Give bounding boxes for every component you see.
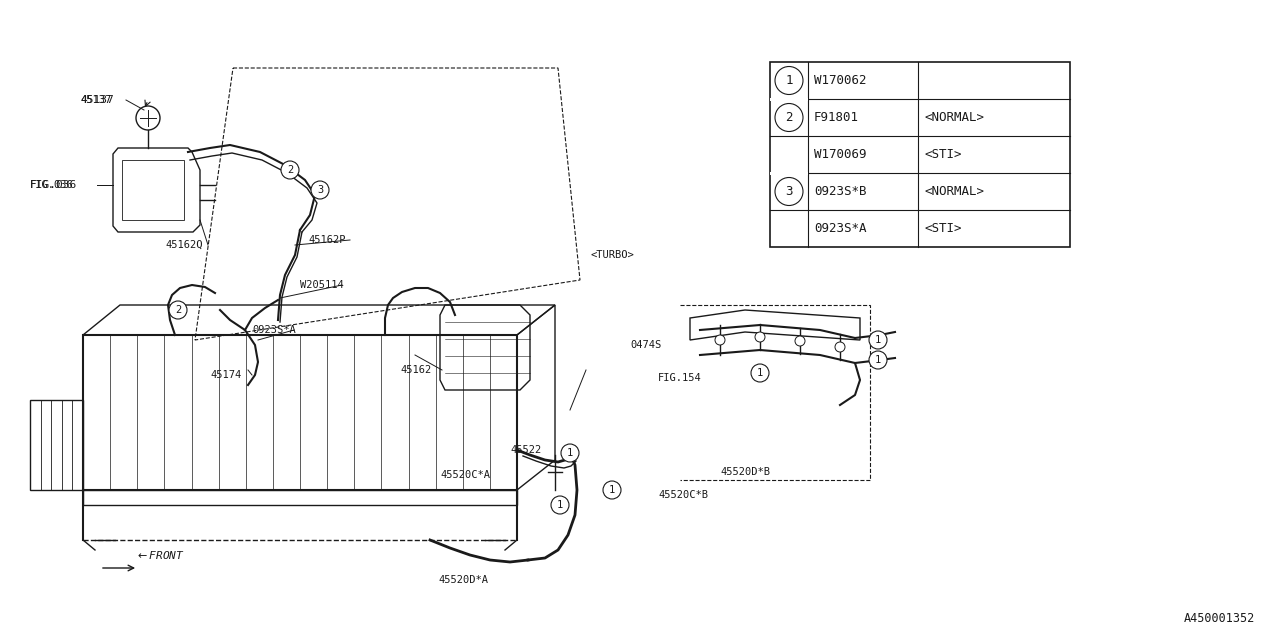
Bar — [771, 98, 808, 101]
Text: <NORMAL>: <NORMAL> — [924, 185, 984, 198]
Text: 0923S*A: 0923S*A — [252, 325, 296, 335]
Text: 3: 3 — [317, 185, 323, 195]
Circle shape — [774, 177, 803, 205]
Circle shape — [311, 181, 329, 199]
Circle shape — [869, 331, 887, 349]
Text: <STI>: <STI> — [924, 222, 961, 235]
Bar — [771, 172, 808, 175]
Circle shape — [282, 161, 300, 179]
Text: 45174: 45174 — [210, 370, 241, 380]
Text: FIG.036: FIG.036 — [29, 180, 74, 190]
Text: 45162P: 45162P — [308, 235, 346, 245]
Text: FIG.036: FIG.036 — [29, 180, 77, 190]
Circle shape — [774, 104, 803, 131]
Text: 45162: 45162 — [401, 365, 431, 375]
Text: 1: 1 — [609, 485, 616, 495]
Text: 45137: 45137 — [81, 95, 111, 105]
Text: 45137: 45137 — [81, 95, 114, 105]
Text: 2: 2 — [175, 305, 182, 315]
Circle shape — [795, 336, 805, 346]
Text: 45522: 45522 — [509, 445, 541, 455]
Text: 1: 1 — [557, 500, 563, 510]
Bar — [771, 62, 1070, 247]
Text: 1: 1 — [756, 368, 763, 378]
Text: 1: 1 — [567, 448, 573, 458]
Text: W170069: W170069 — [814, 148, 867, 161]
Text: 1: 1 — [874, 335, 881, 345]
Text: 45520C*B: 45520C*B — [658, 490, 708, 500]
Circle shape — [774, 67, 803, 95]
Text: <NORMAL>: <NORMAL> — [924, 111, 984, 124]
Text: 45520D*B: 45520D*B — [721, 467, 771, 477]
Circle shape — [869, 351, 887, 369]
Circle shape — [603, 481, 621, 499]
Text: 45162Q: 45162Q — [165, 240, 202, 250]
Text: 0923S*A: 0923S*A — [814, 222, 867, 235]
Text: 3: 3 — [785, 185, 792, 198]
Text: 1: 1 — [874, 355, 881, 365]
Circle shape — [550, 496, 570, 514]
Circle shape — [561, 444, 579, 462]
Text: W205114: W205114 — [300, 280, 344, 290]
Text: $\leftarrow$FRONT: $\leftarrow$FRONT — [136, 549, 184, 561]
Text: F91801: F91801 — [814, 111, 859, 124]
Text: 2: 2 — [785, 111, 792, 124]
Text: A450001352: A450001352 — [1184, 612, 1254, 625]
Text: <STI>: <STI> — [924, 148, 961, 161]
Text: 0923S*B: 0923S*B — [814, 185, 867, 198]
Circle shape — [835, 342, 845, 352]
Circle shape — [755, 332, 765, 342]
Circle shape — [716, 335, 724, 345]
Circle shape — [169, 301, 187, 319]
Text: 2: 2 — [287, 165, 293, 175]
Text: W170062: W170062 — [814, 74, 867, 87]
Text: 45520D*A: 45520D*A — [438, 575, 488, 585]
Text: 45520C*A: 45520C*A — [440, 470, 490, 480]
Text: FIG.154: FIG.154 — [658, 373, 701, 383]
Text: 0474S: 0474S — [630, 340, 662, 350]
Text: 1: 1 — [785, 74, 792, 87]
Circle shape — [751, 364, 769, 382]
Text: <TURBO>: <TURBO> — [590, 250, 634, 260]
